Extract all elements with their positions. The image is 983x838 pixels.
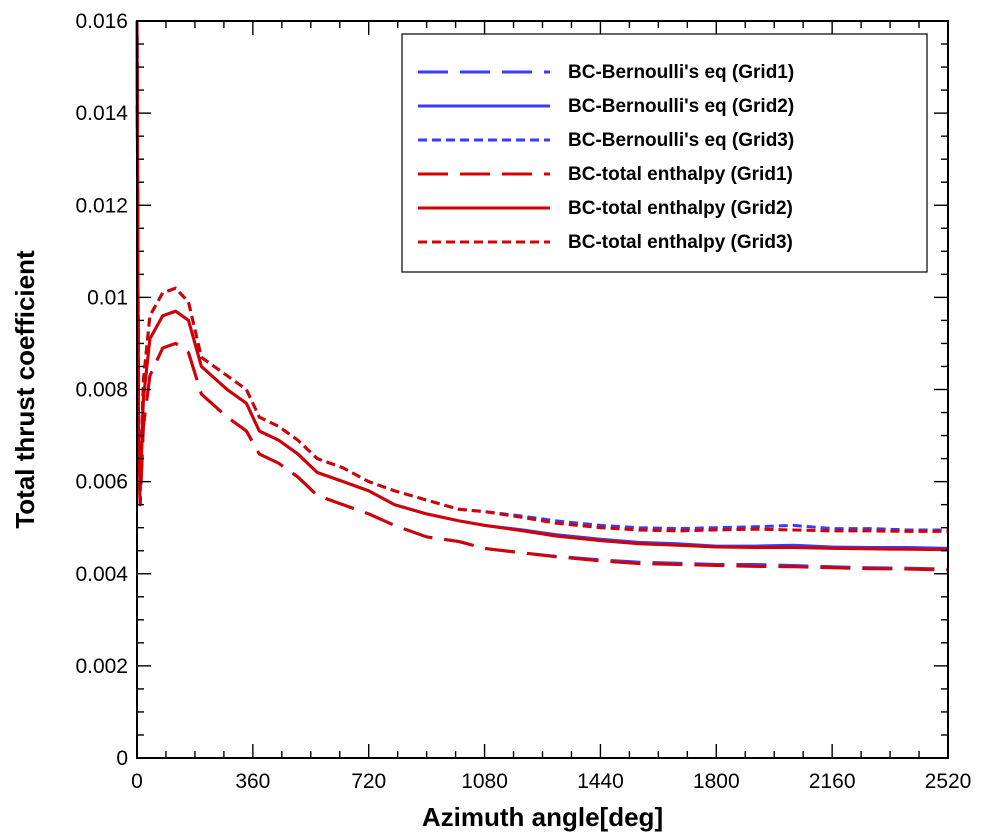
x-tick-label: 1080 <box>461 770 508 793</box>
legend-label: BC-total enthalpy (Grid1) <box>568 164 793 185</box>
y-tick-label: 0.016 <box>75 10 128 33</box>
series-line-6 <box>135 20 948 533</box>
series-line-5 <box>135 20 949 552</box>
legend-item: BC-total enthalpy (Grid1) <box>418 164 793 185</box>
legend-label: BC-Bernoulli's eq (Grid3) <box>568 130 794 151</box>
legend-item: BC-Bernoulli's eq (Grid1) <box>418 62 794 83</box>
x-tick-label: 2520 <box>925 770 972 793</box>
legend-label: BC-Bernoulli's eq (Grid2) <box>568 96 794 117</box>
x-tick-label: 360 <box>235 770 270 793</box>
x-axis-title: Azimuth angle[deg] <box>422 802 663 832</box>
x-tick-label: 720 <box>351 770 386 793</box>
y-tick-label: 0.008 <box>75 379 128 402</box>
y-tick-label: 0.006 <box>75 471 128 494</box>
x-tick-label: 0 <box>131 770 143 793</box>
y-tick-label: 0.002 <box>75 655 128 678</box>
series-line-4 <box>135 20 949 572</box>
ticks-layer: 0 360 720 1080 1440 1800 2160 2520 0 0.002 0.004 0.… <box>75 10 971 793</box>
legend-box <box>401 33 928 273</box>
legend-label: BC-Bernoulli's eq (Grid1) <box>568 62 794 83</box>
legend-item: BC-total enthalpy (Grid2) <box>418 198 793 219</box>
legend-items: BC-Bernoulli's eq (Grid1) BC-Bernoulli's … <box>418 62 794 253</box>
series-layer <box>135 20 949 572</box>
legend-item: BC-Bernoulli's eq (Grid2) <box>418 96 794 117</box>
y-tick-label: 0.012 <box>75 194 128 217</box>
x-tick-label: 1800 <box>693 770 740 793</box>
y-axis-title: Total thrust coefficient <box>10 250 40 529</box>
y-tick-label: 0.01 <box>87 286 128 309</box>
legend-label: BC-total enthalpy (Grid2) <box>568 198 793 219</box>
legend-item: BC-total enthalpy (Grid3) <box>418 232 793 253</box>
legend-item: BC-Bernoulli's eq (Grid3) <box>418 130 794 151</box>
y-tick-label: 0.014 <box>75 102 128 125</box>
y-tick-label: 0.004 <box>75 563 128 586</box>
legend-label: BC-total enthalpy (Grid3) <box>568 232 793 253</box>
legend: BC-Bernoulli's eq (Grid1) BC-Bernoulli's … <box>401 33 928 273</box>
x-tick-label: 2160 <box>809 770 856 793</box>
x-tick-label: 1440 <box>577 770 624 793</box>
y-tick-label: 0 <box>116 747 128 770</box>
